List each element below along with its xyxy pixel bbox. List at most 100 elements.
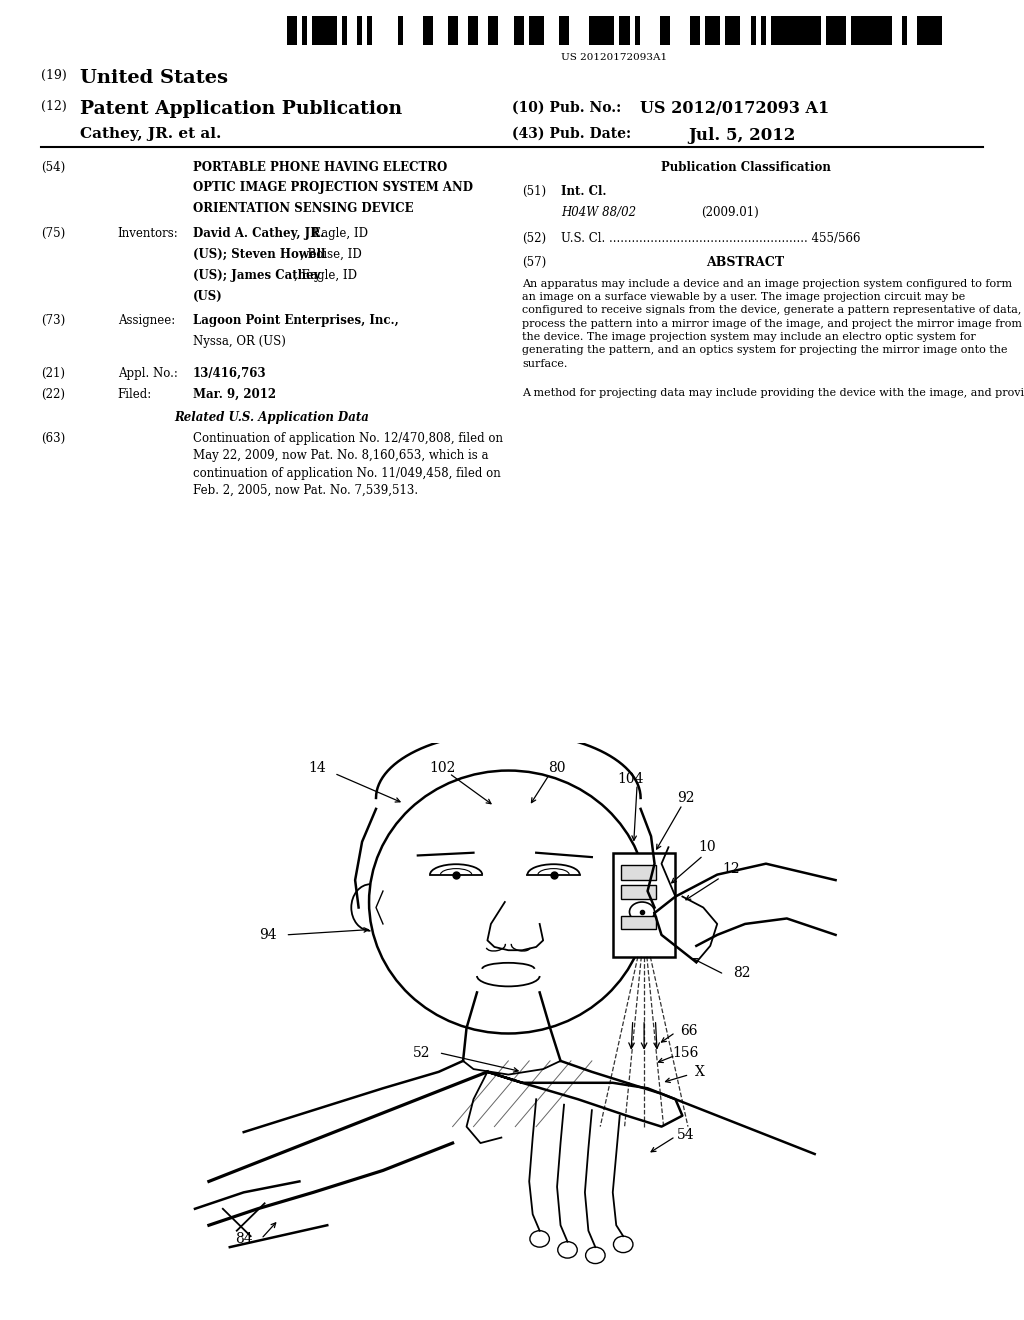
Text: U.S. Cl. ..................................................... 455/566: U.S. Cl. ...............................… (561, 232, 860, 246)
Bar (622, 865, 656, 880)
Bar (302, 16, 307, 45)
Text: A method for projecting data may include providing the device with the image, an: A method for projecting data may include… (522, 388, 1024, 399)
Ellipse shape (369, 771, 647, 1034)
Bar (780, 16, 785, 45)
Text: (22): (22) (41, 388, 65, 401)
Bar (604, 16, 609, 45)
Text: , Boise, ID: , Boise, ID (299, 248, 361, 261)
Bar (922, 16, 932, 45)
Text: Inventors:: Inventors: (118, 227, 178, 240)
Text: Cathey, JR. et al.: Cathey, JR. et al. (80, 127, 221, 141)
Bar (599, 16, 604, 45)
Bar (317, 16, 327, 45)
Text: 52: 52 (413, 1045, 430, 1060)
Text: 66: 66 (681, 1024, 698, 1038)
Text: 156: 156 (673, 1045, 699, 1060)
Bar (937, 16, 942, 45)
Bar (785, 16, 791, 45)
Bar (826, 16, 831, 45)
Bar (635, 16, 640, 45)
Ellipse shape (586, 1247, 605, 1263)
Bar (842, 16, 846, 45)
Text: 10: 10 (698, 841, 716, 854)
Text: David A. Cathey, JR.: David A. Cathey, JR. (193, 227, 324, 240)
Bar (801, 16, 811, 45)
Text: (US); James Cathey: (US); James Cathey (193, 269, 321, 281)
Bar (488, 16, 494, 45)
Bar (423, 16, 428, 45)
Bar (312, 16, 317, 45)
Bar (589, 16, 599, 45)
Bar (397, 16, 402, 45)
Bar (725, 16, 730, 45)
Bar (327, 16, 332, 45)
Text: Related U.S. Application Data: Related U.S. Application Data (174, 411, 369, 424)
Text: (54): (54) (41, 161, 66, 174)
Text: Int. Cl.: Int. Cl. (561, 185, 606, 198)
Bar (622, 916, 656, 929)
Ellipse shape (558, 1242, 578, 1258)
Ellipse shape (613, 1236, 633, 1253)
Text: United States: United States (80, 69, 228, 87)
Bar (861, 16, 871, 45)
Text: US 20120172093A1: US 20120172093A1 (561, 53, 668, 62)
Bar (468, 16, 478, 45)
Text: 84: 84 (234, 1232, 253, 1246)
Text: 12: 12 (722, 862, 740, 876)
Bar (514, 16, 518, 45)
Text: An apparatus may include a device and an image projection system configured to f: An apparatus may include a device and an… (522, 279, 1022, 368)
Bar (902, 16, 907, 45)
Text: PORTABLE PHONE HAVING ELECTRO: PORTABLE PHONE HAVING ELECTRO (193, 161, 446, 174)
Text: 94: 94 (259, 928, 276, 942)
Bar (887, 16, 892, 45)
Text: 102: 102 (429, 760, 456, 775)
Bar (816, 16, 821, 45)
Bar (518, 16, 523, 45)
Text: (2009.01): (2009.01) (701, 206, 759, 219)
Text: 92: 92 (677, 791, 694, 805)
Text: (73): (73) (41, 314, 66, 327)
Text: US 2012/0172093 A1: US 2012/0172093 A1 (640, 100, 829, 117)
Text: , Eagle, ID: , Eagle, ID (294, 269, 357, 281)
Bar (761, 16, 766, 45)
Text: 104: 104 (616, 772, 643, 785)
Bar (332, 16, 337, 45)
Text: OPTIC IMAGE PROJECTION SYSTEM AND: OPTIC IMAGE PROJECTION SYSTEM AND (193, 181, 472, 194)
Text: 54: 54 (677, 1127, 694, 1142)
Text: 13/416,763: 13/416,763 (193, 367, 266, 380)
Bar (612, 853, 676, 957)
Bar (706, 16, 711, 45)
Bar (796, 16, 801, 45)
Text: 82: 82 (733, 966, 751, 981)
Text: 14: 14 (308, 760, 326, 775)
Bar (620, 16, 630, 45)
Text: (75): (75) (41, 227, 66, 240)
Text: Lagoon Point Enterprises, Inc.,: Lagoon Point Enterprises, Inc., (193, 314, 398, 327)
Text: (51): (51) (522, 185, 547, 198)
Text: (52): (52) (522, 232, 547, 246)
Bar (453, 16, 458, 45)
Bar (539, 16, 544, 45)
Bar (877, 16, 882, 45)
Bar (622, 884, 656, 899)
Text: Jul. 5, 2012: Jul. 5, 2012 (688, 127, 796, 144)
Text: Assignee:: Assignee: (118, 314, 175, 327)
Bar (494, 16, 499, 45)
Ellipse shape (529, 1230, 550, 1247)
Bar (695, 16, 700, 45)
Text: Publication Classification: Publication Classification (660, 161, 830, 174)
Bar (428, 16, 433, 45)
Bar (659, 16, 665, 45)
Text: (US); Steven Howell: (US); Steven Howell (193, 248, 325, 261)
Bar (368, 16, 373, 45)
Text: (10) Pub. No.:: (10) Pub. No.: (512, 100, 622, 115)
Bar (665, 16, 670, 45)
Bar (609, 16, 614, 45)
Text: (19): (19) (41, 69, 67, 82)
Text: ABSTRACT: ABSTRACT (707, 256, 784, 269)
Text: Appl. No.:: Appl. No.: (118, 367, 177, 380)
Text: (US): (US) (193, 289, 222, 302)
Bar (751, 16, 756, 45)
Bar (851, 16, 856, 45)
Bar (856, 16, 861, 45)
